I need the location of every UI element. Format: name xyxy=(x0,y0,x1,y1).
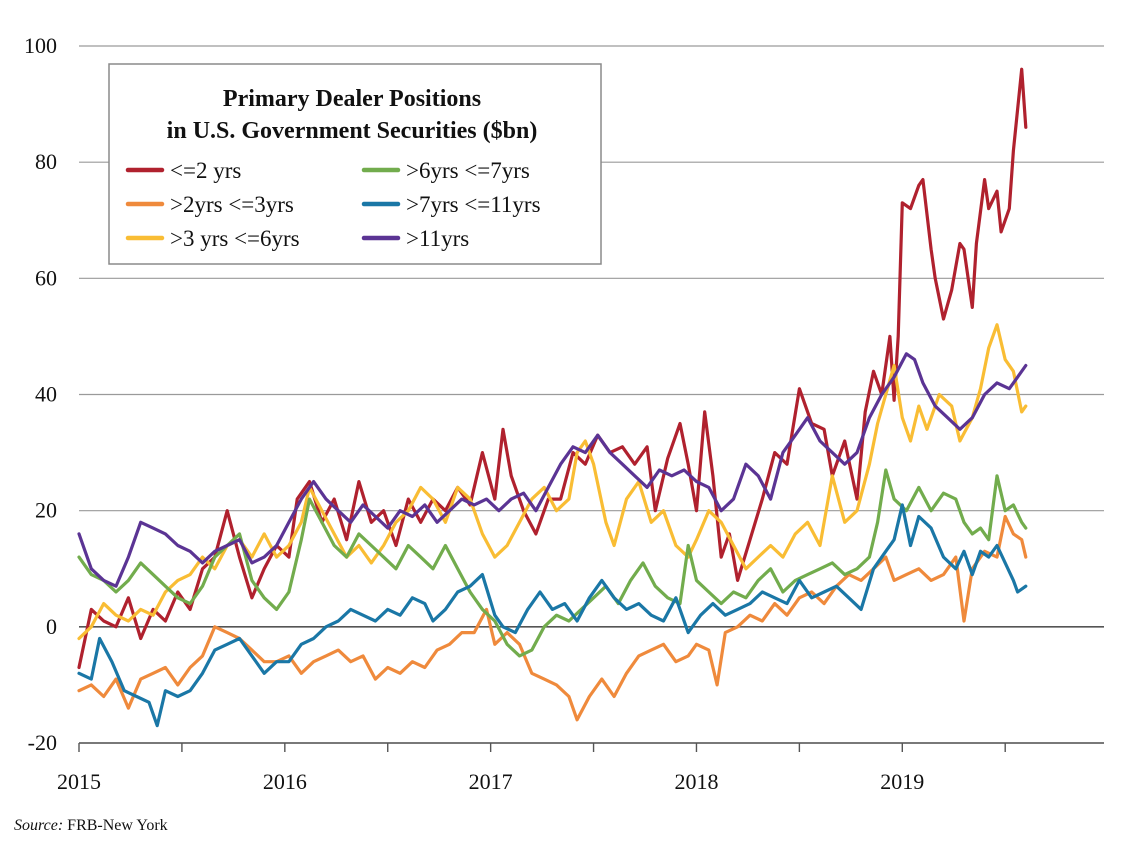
x-tick-label: 2018 xyxy=(674,769,718,794)
chart-title: Primary Dealer Positions xyxy=(223,86,481,112)
y-tick-label: 0 xyxy=(46,614,57,639)
series-line-2 xyxy=(77,514,1028,722)
legend-label: >2yrs <=3yrs xyxy=(170,192,294,217)
source-label: Source: xyxy=(14,817,64,834)
x-tick-label: 2015 xyxy=(57,769,101,794)
series-line-6 xyxy=(77,352,1028,588)
series-line-1 xyxy=(77,67,1028,670)
legend-label: >3 yrs <=6yrs xyxy=(170,226,300,251)
y-tick-label: 40 xyxy=(35,382,57,407)
x-tick-label: 2016 xyxy=(263,769,307,794)
source-text: FRB-New York xyxy=(67,817,168,834)
y-tick-label: 100 xyxy=(24,33,57,58)
y-tick-label: 80 xyxy=(35,149,57,174)
legend-label: >11yrs xyxy=(406,226,469,251)
series-line-3 xyxy=(77,323,1028,641)
series-line-5 xyxy=(77,503,1028,728)
legend: Primary Dealer Positions in U.S. Governme… xyxy=(108,63,602,265)
legend-label: >6yrs <=7yrs xyxy=(406,158,530,183)
chart-subtitle: in U.S. Government Securities ($bn) xyxy=(167,118,538,144)
y-tick-label: 60 xyxy=(35,265,57,290)
series-line-4 xyxy=(77,468,1028,658)
legend-box xyxy=(108,63,602,265)
source-note: Source: FRB-New York xyxy=(14,817,168,835)
series-lines xyxy=(77,67,1028,728)
legend-label: >7yrs <=11yrs xyxy=(406,192,541,217)
x-tick-label: 2017 xyxy=(469,769,513,794)
y-tick-label: 20 xyxy=(35,498,57,523)
axes: -20 0 20 40 60 80 100 2015 2016 2017 2018 2019 xyxy=(24,33,1104,794)
y-tick-label: -20 xyxy=(28,730,57,755)
x-tick-label: 2019 xyxy=(880,769,924,794)
legend-label: <=2 yrs xyxy=(170,158,241,183)
